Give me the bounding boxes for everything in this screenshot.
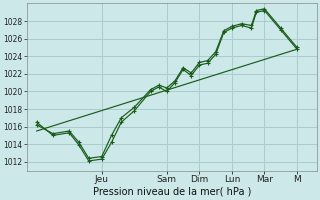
X-axis label: Pression niveau de la mer( hPa ): Pression niveau de la mer( hPa ) (92, 187, 251, 197)
